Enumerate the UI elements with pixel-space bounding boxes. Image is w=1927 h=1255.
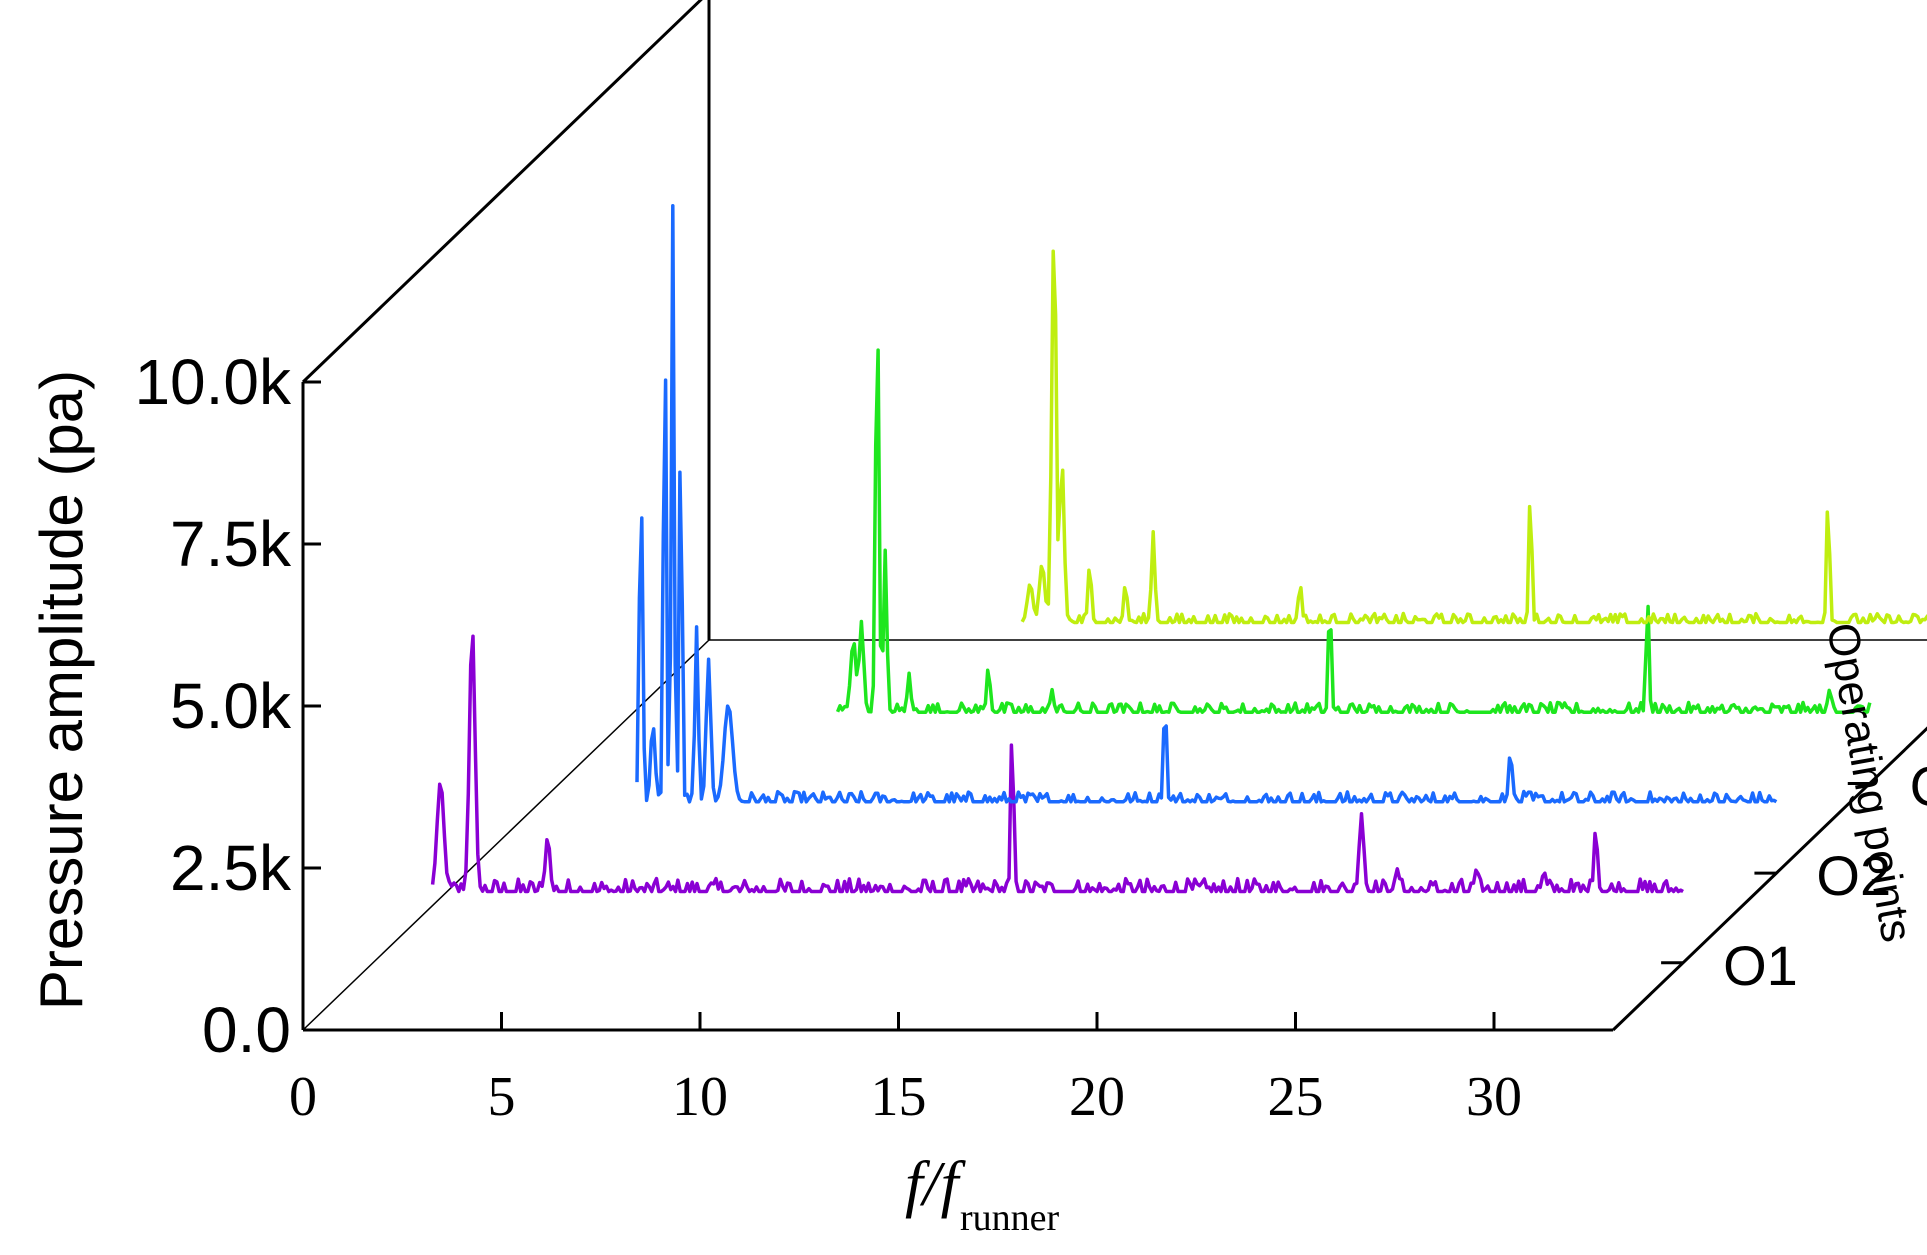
x-tick-label: 0 [289, 1066, 317, 1128]
x-axis-label: f/f [905, 1148, 967, 1219]
x-axis-label-subscript: runner [960, 1197, 1060, 1239]
y-tick-label: 2.5k [170, 832, 292, 904]
axes-frame [301, 0, 1927, 1032]
x-tick-label: 30 [1466, 1066, 1522, 1128]
y-ticks: 0.0 2.5k 5.0k 7.5k 10.0k [134, 346, 321, 1066]
x-ticks: 0 5 10 15 20 25 30 [289, 1012, 1522, 1128]
y-tick-label: 10.0k [134, 346, 292, 418]
x-tick-label: 10 [672, 1066, 728, 1128]
z-ticks: O1O2O3O4 [1661, 754, 1927, 997]
x-tick-label: 5 [488, 1066, 516, 1128]
z-tick-label: O2 [1816, 844, 1891, 907]
series-line-O2 [635, 204, 1778, 804]
z-tick-label: O3 [1910, 754, 1927, 817]
floor-diagonal-line [302, 639, 710, 1031]
series-line-O3 [835, 348, 1872, 714]
series-line-O1 [430, 634, 1684, 894]
y-tick-label: 7.5k [170, 508, 292, 580]
series-group [430, 204, 1927, 894]
y-axis-label: Pressure amplitude (pa) [28, 370, 95, 1010]
series-line-O4 [1020, 249, 1927, 625]
y-tick-label: 0.0 [202, 994, 291, 1066]
z-tick-label: O1 [1723, 934, 1798, 997]
y-tick-label: 5.0k [170, 670, 292, 742]
top-diagonal-line [301, 0, 703, 384]
x-tick-label: 15 [871, 1066, 927, 1128]
x-tick-label: 20 [1069, 1066, 1125, 1128]
z-axis-line [1612, 726, 1927, 1032]
x-tick-label: 25 [1268, 1066, 1324, 1128]
